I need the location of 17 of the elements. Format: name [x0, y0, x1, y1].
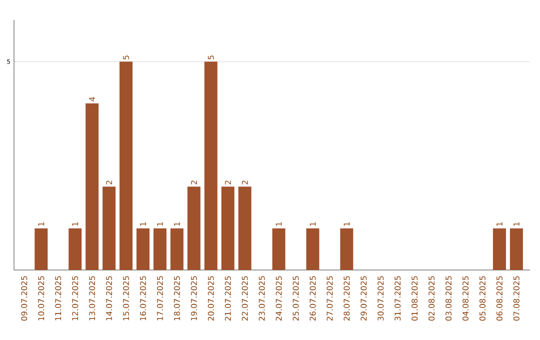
bar — [306, 228, 320, 270]
bar — [221, 186, 234, 270]
bar — [86, 103, 99, 270]
bar — [272, 228, 286, 270]
bar — [340, 228, 354, 270]
bar — [68, 228, 82, 270]
bar — [136, 228, 150, 270]
bar — [238, 186, 252, 270]
bar — [510, 228, 523, 270]
bar — [120, 62, 133, 270]
bar — [34, 228, 48, 270]
bar — [187, 186, 200, 270]
bar — [102, 186, 116, 270]
bar — [492, 228, 506, 270]
bar — [204, 62, 218, 270]
bar — [170, 228, 184, 270]
bar — [153, 228, 166, 270]
